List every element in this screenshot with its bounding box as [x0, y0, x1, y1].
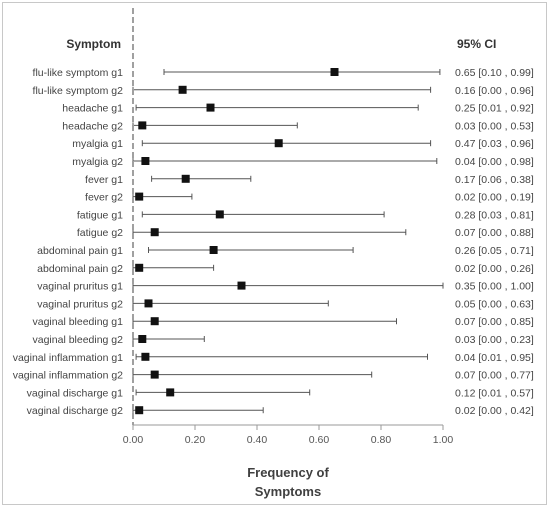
forest-row: vaginal pruritus g1 0.35 [0.00 , 1.00] [37, 281, 534, 293]
row-label: vaginal bleeding g2 [33, 334, 124, 346]
row-label: fatigue g2 [77, 227, 123, 239]
x-tick-label: 0.20 [185, 434, 206, 446]
ci-value-label: 0.07 [0.00 , 0.85] [455, 316, 534, 328]
estimate-marker [206, 103, 215, 112]
estimate-marker [141, 157, 150, 165]
x-tick-label: 0.80 [371, 434, 392, 446]
forest-row: vaginal discharge g2 0.02 [0.00 , 0.42] [27, 405, 534, 417]
forest-row: vaginal pruritus g2 0.05 [0.00 , 0.63] [37, 298, 534, 310]
estimate-marker [274, 139, 283, 148]
x-tick-label: 1.00 [433, 434, 454, 446]
estimate-marker [166, 388, 175, 397]
forest-row: vaginal bleeding g2 0.03 [0.00 , 0.23] [33, 334, 534, 346]
x-tick-label: 0.00 [123, 434, 144, 446]
estimate-marker [178, 85, 187, 94]
forest-row: headache g2 0.03 [0.00 , 0.53] [62, 120, 534, 132]
ci-value-label: 0.07 [0.00 , 0.88] [455, 227, 534, 239]
estimate-marker [138, 335, 147, 343]
ci-column-header: 95% CI [457, 37, 496, 51]
row-label: flu-like symptom g1 [33, 67, 124, 79]
ci-value-label: 0.28 [0.03 , 0.81] [455, 209, 534, 221]
estimate-marker [150, 228, 159, 237]
estimate-marker [237, 281, 246, 290]
forest-row: fever g2 0.02 [0.00 , 0.19] [85, 192, 534, 204]
row-label: vaginal inflammation g1 [13, 352, 123, 364]
row-label: headache g2 [62, 120, 123, 132]
estimate-marker [150, 370, 159, 379]
ci-value-label: 0.65 [0.10 , 0.99] [455, 67, 534, 79]
ci-value-label: 0.07 [0.00 , 0.77] [455, 370, 534, 382]
ci-value-label: 0.12 [0.01 , 0.57] [455, 387, 534, 399]
ci-value-label: 0.47 [0.03 , 0.96] [455, 138, 534, 150]
forest-row: myalgia g2 0.04 [0.00 , 0.98] [72, 156, 534, 168]
row-label: abdominal pain g2 [37, 263, 123, 275]
ci-value-label: 0.04 [0.01 , 0.95] [455, 352, 534, 364]
row-label: fever g1 [85, 174, 123, 186]
row-label: vaginal inflammation g2 [13, 370, 123, 382]
symptom-column-header: Symptom [66, 37, 121, 51]
estimate-marker [330, 68, 339, 76]
row-label: headache g1 [62, 103, 123, 115]
estimate-marker [141, 352, 150, 361]
row-label: vaginal discharge g1 [27, 387, 123, 399]
estimate-marker [181, 174, 190, 183]
forest-row: vaginal discharge g1 0.12 [0.01 , 0.57] [27, 387, 534, 399]
forest-row: headache g1 0.25 [0.01 , 0.92] [62, 103, 534, 115]
row-label: vaginal bleeding g1 [33, 316, 124, 328]
row-label: vaginal discharge g2 [27, 405, 123, 417]
forest-row: vaginal inflammation g2 0.07 [0.00 , 0.77… [13, 370, 534, 382]
row-label: myalgia g2 [72, 156, 123, 168]
x-tick-label: 0.60 [309, 434, 330, 446]
forest-row: fatigue g2 0.07 [0.00 , 0.88] [77, 227, 534, 239]
estimate-marker [135, 263, 144, 272]
row-label: fatigue g1 [77, 209, 123, 221]
estimate-marker [135, 406, 144, 415]
ci-value-label: 0.03 [0.00 , 0.53] [455, 120, 534, 132]
ci-value-label: 0.02 [0.00 , 0.26] [455, 263, 534, 275]
forest-row: vaginal bleeding g1 0.07 [0.00 , 0.85] [33, 316, 534, 328]
forest-row: abdominal pain g1 0.26 [0.05 , 0.71] [37, 245, 534, 257]
estimate-marker [150, 317, 159, 326]
ci-value-label: 0.26 [0.05 , 0.71] [455, 245, 534, 257]
row-label: fever g2 [85, 192, 123, 204]
x-axis-title-line1: Frequency of [247, 465, 329, 480]
forest-row: vaginal inflammation g1 0.04 [0.01 , 0.95… [13, 352, 534, 364]
forest-row: flu-like symptom g2 0.16 [0.00 , 0.96] [33, 85, 534, 97]
ci-value-label: 0.04 [0.00 , 0.98] [455, 156, 534, 168]
estimate-marker [144, 299, 153, 308]
forest-row: myalgia g1 0.47 [0.03 , 0.96] [72, 138, 534, 150]
x-axis-title-line2: Symptoms [255, 484, 321, 499]
ci-value-label: 0.02 [0.00 , 0.19] [455, 192, 534, 204]
ci-value-label: 0.25 [0.01 , 0.92] [455, 103, 534, 115]
forest-row: flu-like symptom g1 0.65 [0.10 , 0.99] [33, 67, 534, 79]
ci-value-label: 0.03 [0.00 , 0.23] [455, 334, 534, 346]
estimate-marker [138, 121, 147, 130]
ci-value-label: 0.02 [0.00 , 0.42] [455, 405, 534, 417]
forest-row: fever g1 0.17 [0.06 , 0.38] [85, 174, 534, 186]
row-label: flu-like symptom g2 [33, 85, 124, 97]
ci-value-label: 0.16 [0.00 , 0.96] [455, 85, 534, 97]
ci-value-label: 0.17 [0.06 , 0.38] [455, 174, 534, 186]
row-label: vaginal pruritus g2 [37, 298, 123, 310]
x-tick-label: 0.40 [247, 434, 268, 446]
row-label: abdominal pain g1 [37, 245, 123, 257]
estimate-marker [215, 210, 224, 219]
ci-value-label: 0.05 [0.00 , 0.63] [455, 298, 534, 310]
forest-row: fatigue g1 0.28 [0.03 , 0.81] [77, 209, 534, 221]
ci-value-label: 0.35 [0.00 , 1.00] [455, 281, 534, 293]
estimate-marker [209, 246, 218, 254]
forest-row: abdominal pain g2 0.02 [0.00 , 0.26] [37, 263, 534, 275]
estimate-marker [135, 192, 144, 201]
row-label: vaginal pruritus g1 [37, 281, 123, 293]
row-label: myalgia g1 [72, 138, 123, 150]
